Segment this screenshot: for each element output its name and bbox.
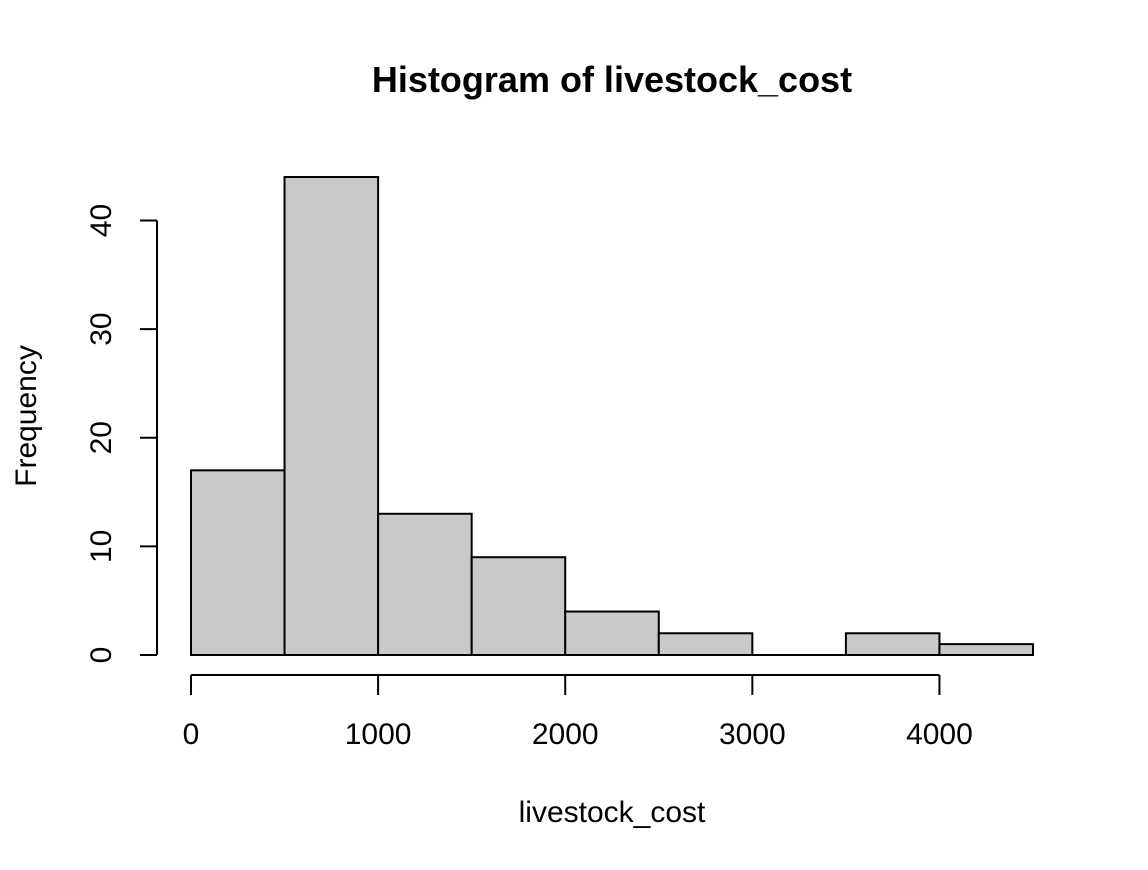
x-tick-label-2000: 2000 xyxy=(532,718,599,751)
histogram-bars xyxy=(190,176,1035,657)
x-axis: 0 1000 2000 3000 4000 xyxy=(183,674,973,751)
y-tick-label-20: 20 xyxy=(85,421,118,454)
y-axis: 0 10 20 30 40 xyxy=(85,204,158,664)
histogram-bar-3500-4000 xyxy=(844,632,941,656)
histogram-bar-0-500 xyxy=(190,469,286,656)
chart-title: Histogram of livestock_cost xyxy=(372,59,852,100)
histogram-bar-2500-3000 xyxy=(657,632,754,656)
x-tick-label-0: 0 xyxy=(183,718,200,751)
histogram-bar-500-1000 xyxy=(283,176,380,656)
y-axis-label: Frequency xyxy=(10,345,43,487)
x-tick-label-4000: 4000 xyxy=(906,718,973,751)
histogram-bar-1500-2000 xyxy=(470,556,567,657)
histogram-bar-1000-1500 xyxy=(377,512,473,656)
histogram-bar-2000-2500 xyxy=(564,610,660,657)
y-tick-label-30: 30 xyxy=(85,312,118,345)
x-axis-label: livestock_cost xyxy=(519,796,706,829)
x-tick-label-3000: 3000 xyxy=(719,718,786,751)
y-tick-label-10: 10 xyxy=(85,530,118,563)
y-tick-label-40: 40 xyxy=(85,204,118,237)
y-tick-label-0: 0 xyxy=(85,647,118,664)
x-tick-label-1000: 1000 xyxy=(345,718,412,751)
histogram-bar-4000-4500 xyxy=(938,643,1035,656)
